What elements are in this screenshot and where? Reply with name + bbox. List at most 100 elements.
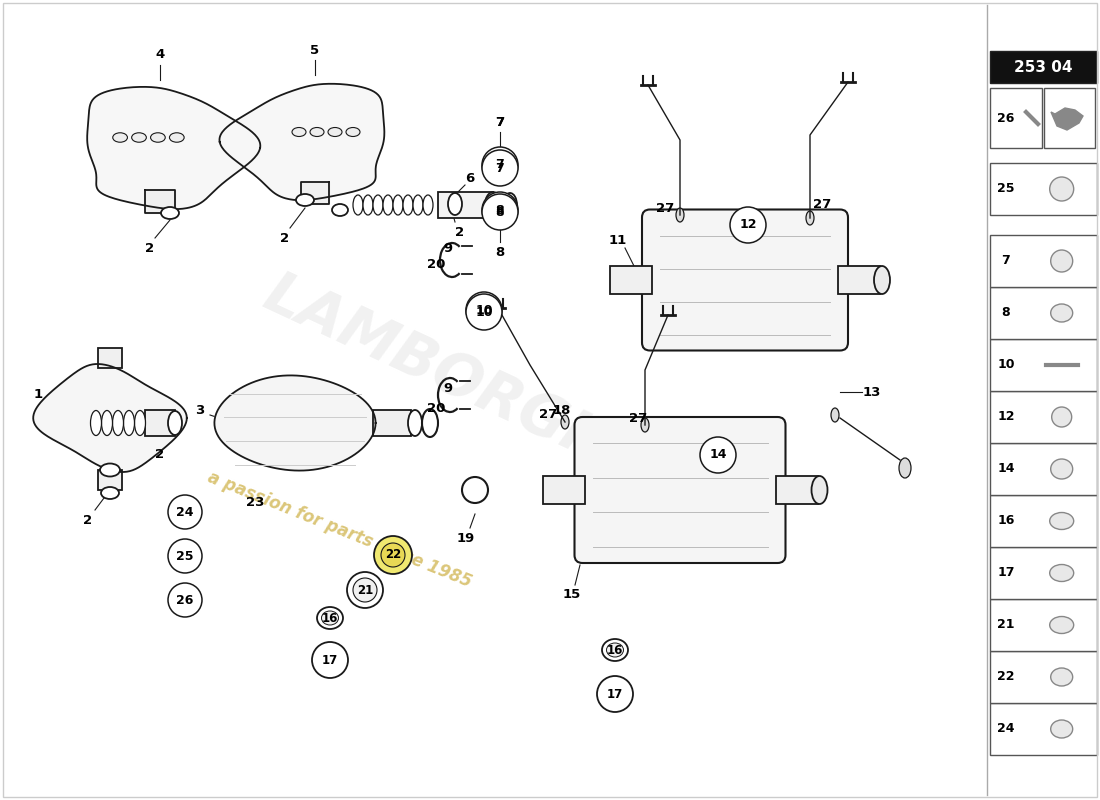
Text: LAMBORGHINI: LAMBORGHINI [255,265,704,515]
Ellipse shape [134,410,145,435]
Ellipse shape [606,643,624,657]
Polygon shape [33,364,187,472]
Ellipse shape [503,193,517,217]
Polygon shape [220,84,384,200]
Ellipse shape [151,133,165,142]
Ellipse shape [317,607,343,629]
Text: 27: 27 [813,198,832,211]
Ellipse shape [424,195,433,215]
Text: 24: 24 [176,506,194,518]
Circle shape [466,294,502,330]
Text: 7: 7 [496,158,505,171]
Circle shape [346,572,383,608]
Text: 17: 17 [998,566,1014,579]
Bar [990,443,1097,495]
Text: 2: 2 [145,242,155,254]
Text: 19: 19 [456,531,475,545]
Text: 22: 22 [385,549,402,562]
Ellipse shape [321,611,339,625]
Text: 2: 2 [155,449,165,462]
Text: 11: 11 [609,234,627,246]
FancyBboxPatch shape [574,417,785,563]
Bar [990,495,1097,547]
Text: 8: 8 [496,206,504,218]
Bar [1044,88,1094,148]
Ellipse shape [812,476,827,504]
Ellipse shape [310,127,324,137]
Text: 12: 12 [739,218,757,231]
Text: 17: 17 [607,687,623,701]
Ellipse shape [830,408,839,422]
Ellipse shape [408,410,422,436]
Ellipse shape [292,127,306,137]
Text: 26: 26 [176,594,194,606]
Text: 7: 7 [1002,254,1011,267]
Polygon shape [87,87,261,209]
Bar [373,410,411,436]
Text: 8: 8 [495,246,505,258]
Text: 13: 13 [862,386,881,398]
Ellipse shape [161,207,179,219]
Circle shape [168,539,202,573]
Text: 14: 14 [710,449,727,462]
Circle shape [381,543,405,567]
Bar [438,192,493,218]
Text: 3: 3 [196,403,205,417]
Polygon shape [1050,108,1084,130]
Ellipse shape [296,194,314,206]
Text: 27: 27 [656,202,674,214]
Text: 21: 21 [356,583,373,597]
Text: 27: 27 [539,409,557,422]
Text: 2: 2 [455,226,464,238]
Ellipse shape [676,208,684,222]
Bar [990,51,1097,83]
Ellipse shape [561,415,569,429]
Ellipse shape [169,133,184,142]
Text: 14: 14 [998,462,1014,475]
Bar [542,476,584,504]
Ellipse shape [101,410,112,435]
Ellipse shape [112,410,123,435]
Ellipse shape [100,463,120,477]
Ellipse shape [168,411,182,435]
Text: 9: 9 [443,382,452,394]
Text: 253 04: 253 04 [1014,59,1072,74]
Bar [776,476,817,504]
Text: 20: 20 [427,258,446,271]
Circle shape [466,292,502,328]
Bar [145,410,175,436]
Ellipse shape [422,409,438,437]
Text: 15: 15 [563,589,581,602]
Ellipse shape [448,193,462,215]
Bar [990,287,1097,339]
Text: 2: 2 [280,231,289,245]
Text: 4: 4 [155,49,165,62]
Ellipse shape [383,195,393,215]
Ellipse shape [132,133,146,142]
Text: 8: 8 [496,203,504,217]
Ellipse shape [1049,565,1074,582]
Bar [990,547,1097,599]
Text: 7: 7 [495,115,505,129]
Text: 23: 23 [245,495,264,509]
Ellipse shape [363,195,373,215]
Bar [990,391,1097,443]
Ellipse shape [101,487,119,499]
Circle shape [168,583,202,617]
Ellipse shape [1050,304,1072,322]
Text: 8: 8 [1002,306,1010,319]
Bar [990,163,1097,215]
Bar [990,651,1097,703]
Ellipse shape [602,639,628,661]
Circle shape [482,150,518,186]
Ellipse shape [462,477,488,503]
Polygon shape [301,182,329,204]
Text: 10: 10 [475,303,493,317]
Bar [98,348,122,368]
Ellipse shape [393,195,403,215]
Text: 7: 7 [496,162,505,174]
Circle shape [374,536,412,574]
Circle shape [168,495,202,529]
Ellipse shape [346,127,360,137]
Text: 25: 25 [998,182,1014,195]
